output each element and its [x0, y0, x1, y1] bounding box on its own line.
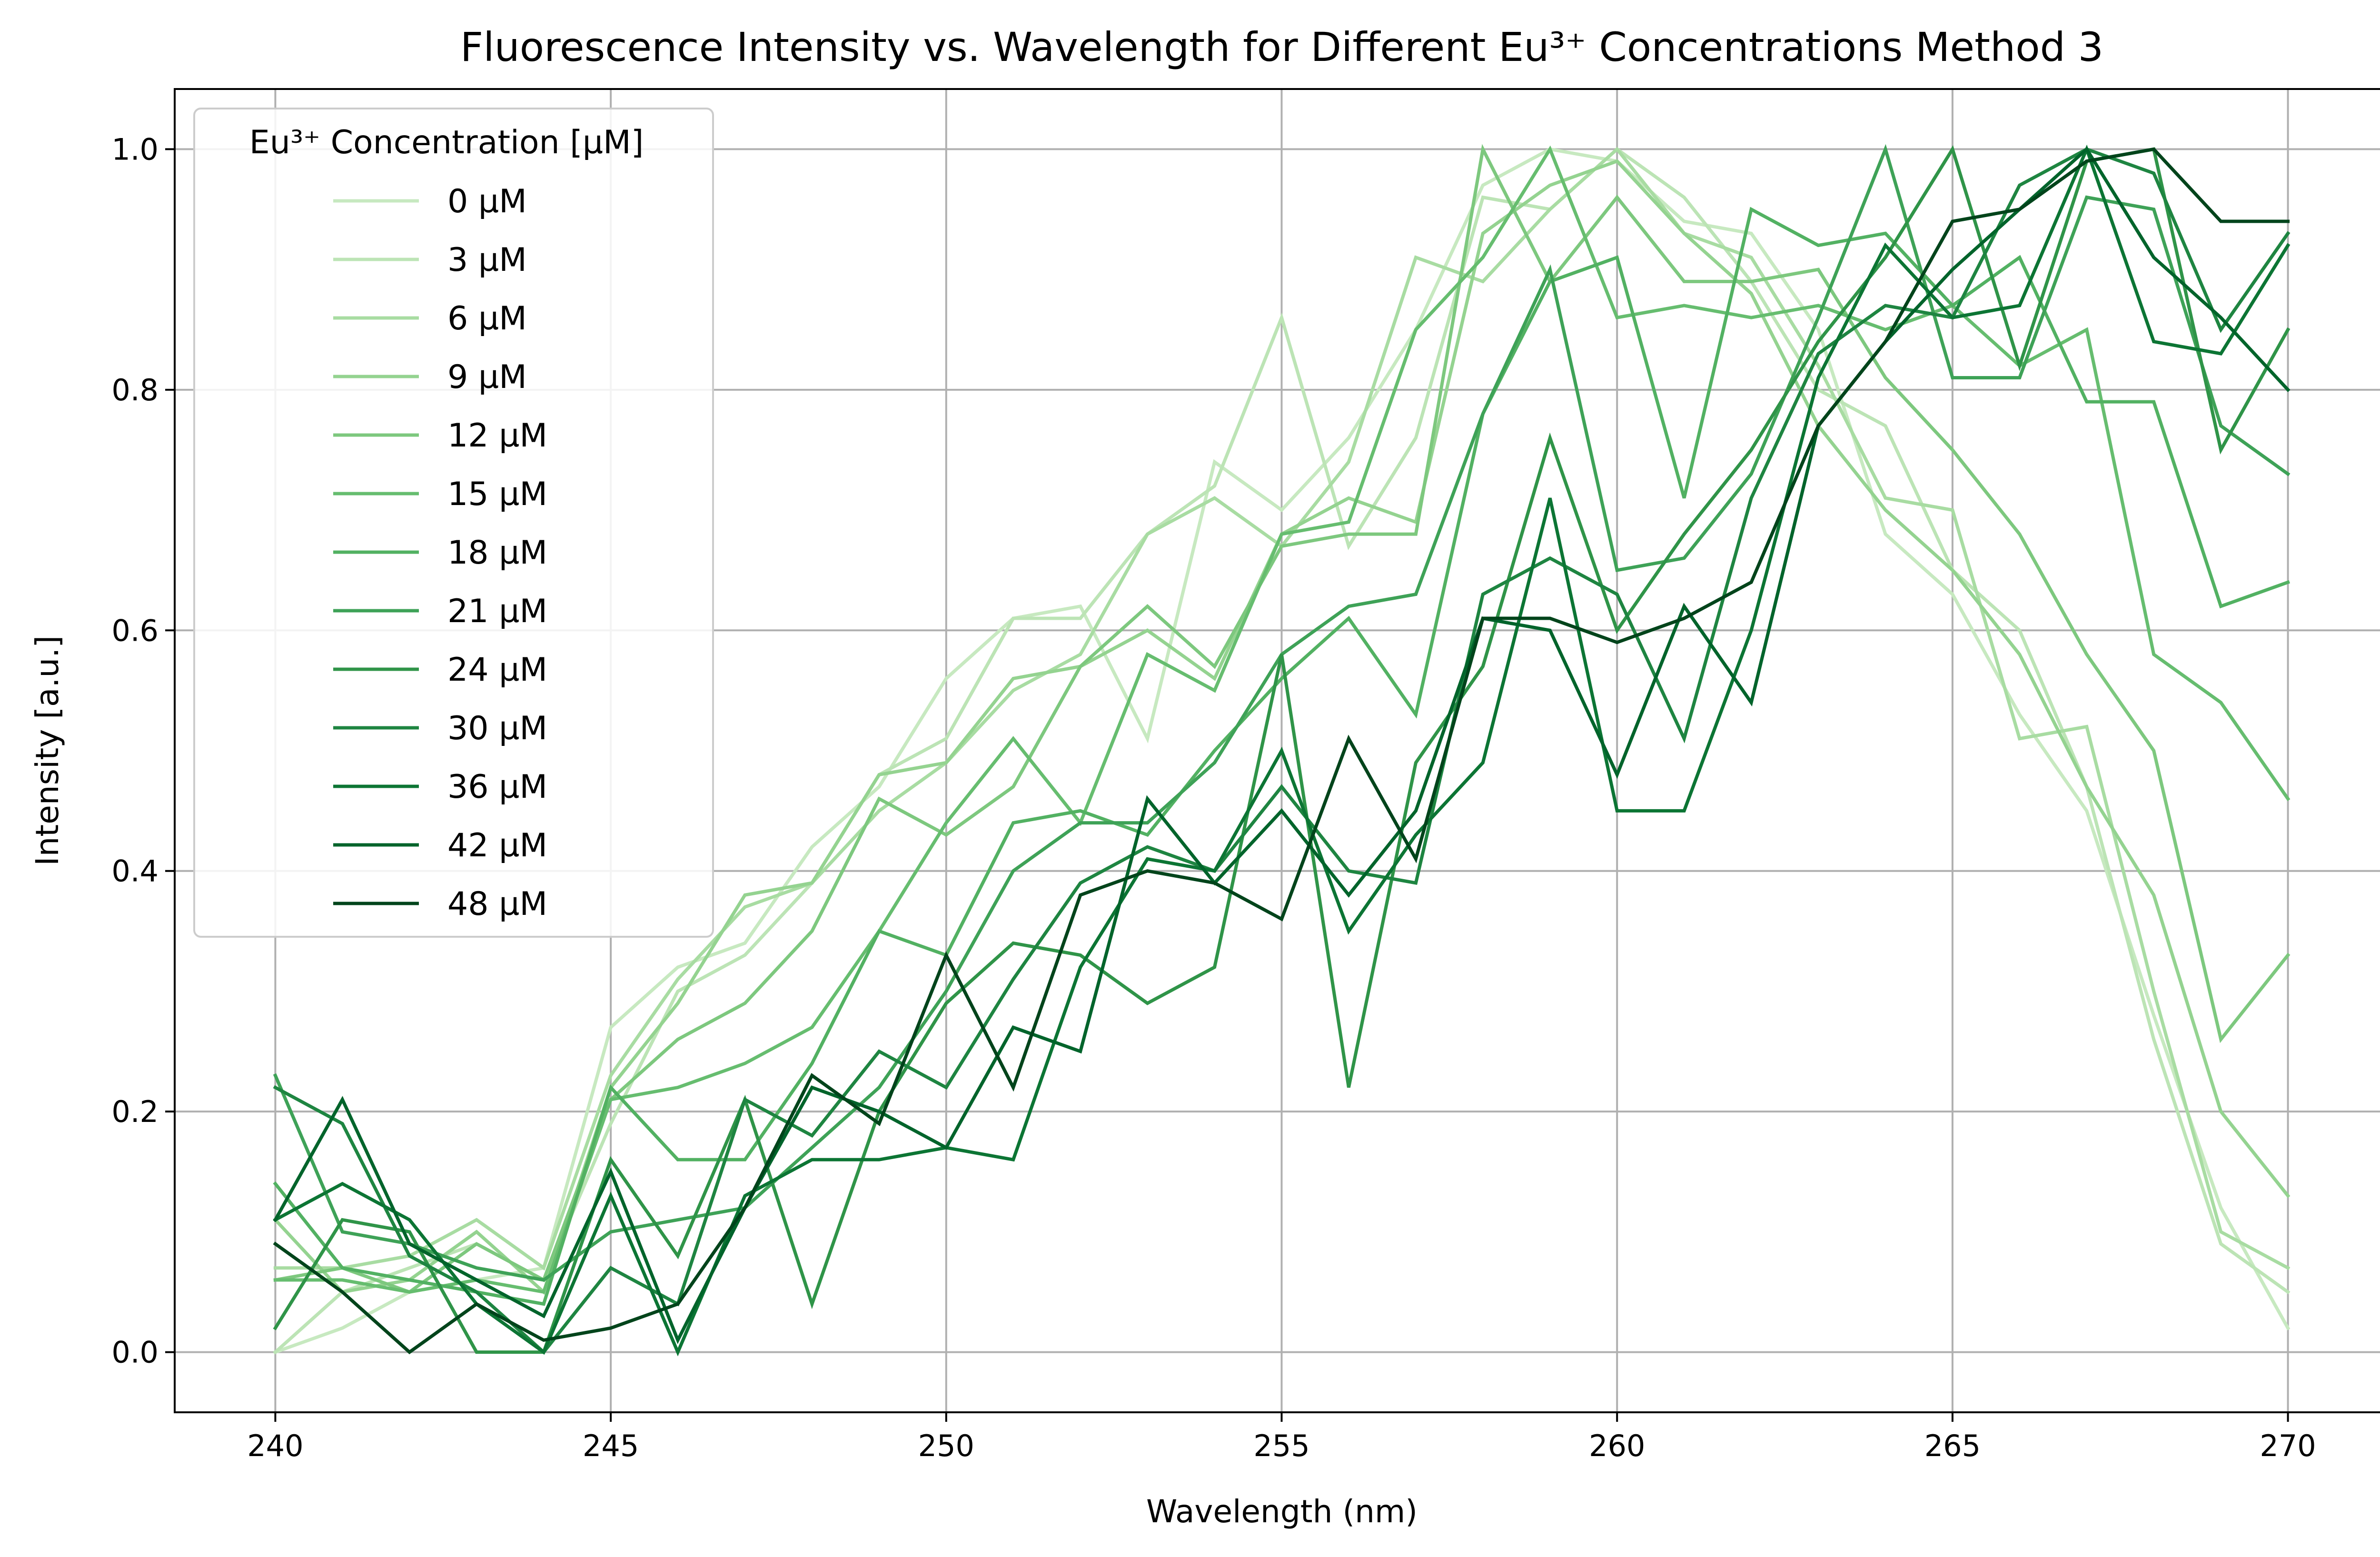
- legend-label: 9 µM: [447, 358, 527, 396]
- series-line: [273, 207, 2291, 1306]
- y-axis-label: Intensity [a.u.]: [29, 635, 66, 866]
- y-tick-label: 0.6: [111, 613, 159, 648]
- legend-label: 3 µM: [447, 241, 527, 279]
- series-lines: [273, 144, 2291, 1357]
- series-line: [273, 147, 2291, 1344]
- series-line: [273, 147, 2290, 1355]
- y-tick-label: 0.2: [111, 1094, 159, 1129]
- legend-label: 0 µM: [447, 183, 527, 220]
- legend-items: 0 µM 3 µM 6 µM 9 µM 12 µM 15 µM 18 µM 21 µM 24 µ…: [333, 183, 547, 923]
- legend-label: 18 µM: [447, 534, 547, 572]
- x-tick-label: 265: [1924, 1428, 1981, 1463]
- axis-ticks: 240 245 250 255 260 265 270 0.0 0.2 0.4 0.6 0.8 1.0: [111, 132, 2316, 1463]
- legend-label: 36 µM: [447, 768, 547, 806]
- legend-label: 21 µM: [447, 593, 547, 630]
- x-tick-label: 270: [2260, 1428, 2316, 1463]
- y-tick-label: 0.4: [111, 854, 159, 889]
- series-line: [273, 147, 2291, 1355]
- legend-label: 15 µM: [447, 476, 547, 513]
- legend-label: 30 µM: [447, 710, 547, 747]
- x-tick-label: 260: [1589, 1428, 1645, 1463]
- y-tick-label: 0.0: [111, 1335, 159, 1370]
- legend-label: 42 µM: [447, 827, 547, 864]
- legend-title: Eu³⁺ Concentration [µM]: [249, 124, 644, 161]
- y-tick-label: 0.8: [111, 373, 159, 407]
- series-line: [273, 144, 2291, 1357]
- legend: Eu³⁺ Concentration [µM] 0 µM 3 µM 6 µM 9 µM…: [193, 108, 714, 938]
- x-tick-label: 255: [1253, 1428, 1309, 1463]
- chart-title: Fluorescence Intensity vs. Wavelength fo…: [460, 24, 2103, 70]
- legend-label: 48 µM: [447, 885, 547, 923]
- x-tick-label: 245: [583, 1428, 639, 1463]
- y-tick-label: 1.0: [111, 132, 159, 167]
- x-tick-label: 240: [247, 1428, 303, 1463]
- legend-label: 6 µM: [447, 300, 527, 337]
- legend-label: 12 µM: [447, 417, 547, 455]
- x-tick-label: 250: [918, 1428, 974, 1463]
- series-line: [273, 145, 2291, 1354]
- legend-label: 24 µM: [447, 651, 547, 689]
- x-axis-label: Wavelength (nm): [1146, 1493, 1418, 1530]
- legend-frame: [193, 108, 714, 938]
